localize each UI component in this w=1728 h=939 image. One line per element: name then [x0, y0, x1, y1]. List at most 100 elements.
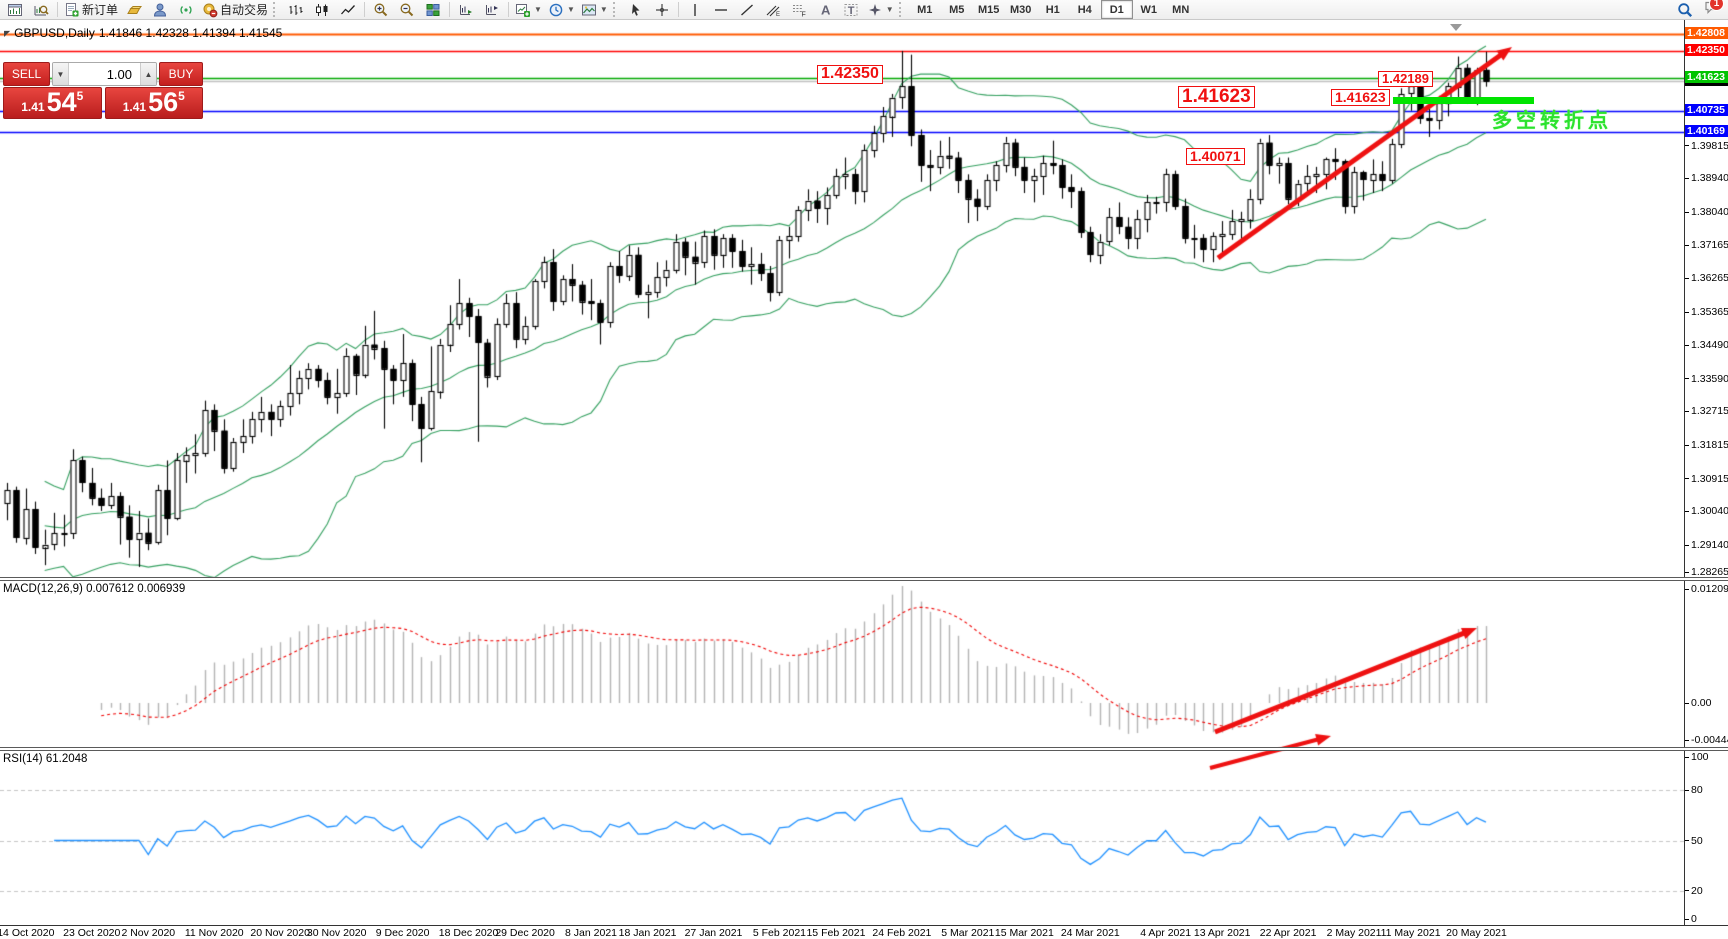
toolbar-right: 1: [1672, 0, 1726, 20]
chart-shift-marker-icon[interactable]: [1450, 24, 1462, 31]
template-selector-button[interactable]: ▼: [578, 0, 611, 20]
date-tick: 2 Nov 2020: [121, 927, 176, 939]
date-tick: 15 Mar 2021: [994, 927, 1054, 939]
cursor-tool-button[interactable]: [623, 0, 649, 20]
price-callout[interactable]: 1.42189: [1378, 71, 1433, 87]
period-selector-button[interactable]: ▼: [545, 0, 578, 20]
symbol-period: GBPUSD,Daily: [14, 26, 95, 40]
cursor-icon: [631, 3, 640, 16]
toolbar-grip[interactable]: [898, 2, 905, 17]
line-chart-mode-button[interactable]: [335, 0, 361, 20]
timeframe-m15-button[interactable]: M15: [978, 3, 1000, 16]
pivot-annotation-text[interactable]: 多空转折点: [1492, 110, 1612, 132]
price-level-label: 1.41623: [1685, 71, 1728, 84]
text-tool-button[interactable]: A: [812, 0, 838, 20]
market-watch-button[interactable]: [28, 0, 54, 20]
date-tick: 23 Oct 2020: [63, 927, 121, 939]
toolbar-separator: [508, 2, 510, 17]
ohlc-values: 1.41846 1.42328 1.41394 1.41545: [98, 26, 283, 40]
price-tick: 1.36265: [1685, 272, 1728, 284]
svg-text:A: A: [821, 2, 831, 17]
autotrading-button[interactable]: 自动交易: [199, 0, 271, 20]
sell-button[interactable]: SELL: [3, 62, 50, 86]
svg-text:E: E: [776, 12, 780, 18]
toolbar-grip[interactable]: [273, 2, 279, 17]
price-tick: 1.28265: [1685, 566, 1728, 578]
pivot-highlight-bar[interactable]: [1393, 97, 1534, 104]
date-axis[interactable]: 14 Oct 2020 23 Oct 2020 2 Nov 2020 11 Nov 2…: [0, 927, 1728, 939]
price-axis[interactable]: 1.39815 1.38940 1.38040 1.37165 1.36265 1.353…: [1684, 20, 1728, 925]
auto-scroll-button[interactable]: [453, 0, 479, 20]
timeframe-m1-button[interactable]: M1: [917, 3, 933, 16]
vline-icon: [694, 3, 696, 16]
price-callout[interactable]: 1.41623: [1331, 89, 1390, 106]
dropdown-arrow-icon[interactable]: ▼: [534, 5, 542, 14]
trendline-icon: [740, 3, 753, 16]
toolbar-grip[interactable]: [612, 2, 619, 17]
new-order-button[interactable]: 新订单: [61, 0, 121, 20]
arrows-tool-button[interactable]: ▼: [864, 0, 897, 20]
dropdown-arrow-icon[interactable]: ▼: [885, 5, 894, 14]
price-callout[interactable]: 1.40071: [1186, 148, 1245, 165]
volume-decrease-button[interactable]: ▼: [53, 63, 69, 85]
zoom-out-button[interactable]: [394, 0, 420, 20]
candle-chart-mode-button[interactable]: [309, 0, 335, 20]
line-icon: [341, 4, 356, 14]
buy-price[interactable]: 1.41 56 5: [104, 87, 203, 119]
label-tool-button[interactable]: T: [838, 0, 864, 20]
date-tick: 15 Feb 2021: [806, 927, 866, 939]
dropdown-arrow-icon[interactable]: ▼: [566, 5, 575, 14]
rsi-pane-separator[interactable]: [0, 747, 1728, 751]
chart-shift-button[interactable]: [479, 0, 505, 20]
bars-icon: [289, 4, 303, 15]
price-tick: 1.30915: [1685, 473, 1728, 485]
channel-tool-button[interactable]: E: [760, 0, 786, 20]
toolbar-separator: [364, 2, 366, 17]
toolbar-separator: [449, 2, 451, 17]
new-chart-button[interactable]: ▼: [512, 0, 545, 20]
auto-scroll-icon: [460, 4, 473, 15]
timeframe-mn-button[interactable]: MN: [1172, 3, 1190, 16]
indicator-list-button[interactable]: [420, 0, 446, 20]
chat-button[interactable]: 1: [1704, 0, 1724, 20]
date-tick: 29 Dec 2020: [495, 927, 555, 939]
search-button[interactable]: [1672, 0, 1698, 20]
chart-canvas[interactable]: [0, 20, 1684, 939]
timeframe-w1-button[interactable]: W1: [1140, 3, 1157, 16]
buy-button[interactable]: BUY: [159, 62, 203, 86]
hline-tool-button[interactable]: [708, 0, 734, 20]
channel-icon: E: [766, 5, 780, 18]
crosshair-tool-button[interactable]: [649, 0, 675, 20]
price-callout[interactable]: 1.41623: [1178, 86, 1255, 108]
price-callout[interactable]: 1.42350: [817, 65, 883, 84]
timeframe-m5-button[interactable]: M5: [949, 3, 965, 16]
date-tick: 18 Dec 2020: [438, 927, 499, 939]
dropdown-arrow-icon[interactable]: ▼: [599, 5, 608, 14]
svg-text:T: T: [847, 4, 854, 16]
community-button[interactable]: [147, 0, 173, 20]
chart-window-button[interactable]: [2, 0, 28, 20]
date-tick: 20 Nov 2020: [250, 927, 310, 939]
text-a-icon: A: [821, 2, 831, 17]
zoom-in-button[interactable]: [368, 0, 394, 20]
volume-value[interactable]: 1.00: [106, 66, 132, 82]
date-tick: 9 Dec 2020: [375, 927, 430, 939]
vline-tool-button[interactable]: [682, 0, 708, 20]
trendline-tool-button[interactable]: [734, 0, 760, 20]
sell-price-prefix: 1.41: [21, 100, 45, 115]
notification-badge: 1: [1709, 0, 1724, 11]
sell-price[interactable]: 1.41 54 5: [3, 87, 102, 119]
volume-increase-button[interactable]: ▲: [140, 63, 156, 85]
fibo-icon: F: [792, 4, 806, 18]
fibonacci-tool-button[interactable]: F: [786, 0, 812, 20]
timeframe-d1-button[interactable]: D1: [1100, 0, 1133, 19]
macd-pane-separator[interactable]: [0, 577, 1728, 581]
history-center-button[interactable]: [121, 0, 147, 20]
signals-button[interactable]: [173, 0, 199, 20]
timeframe-h1-button[interactable]: H1: [1045, 3, 1060, 16]
timeframe-h4-button[interactable]: H4: [1077, 3, 1092, 16]
date-tick: 30 Nov 2020: [306, 927, 367, 939]
timeframe-m30-button[interactable]: M30: [1010, 3, 1032, 16]
bar-chart-mode-button[interactable]: [283, 0, 309, 20]
rsi-tick: 20: [1685, 885, 1728, 897]
